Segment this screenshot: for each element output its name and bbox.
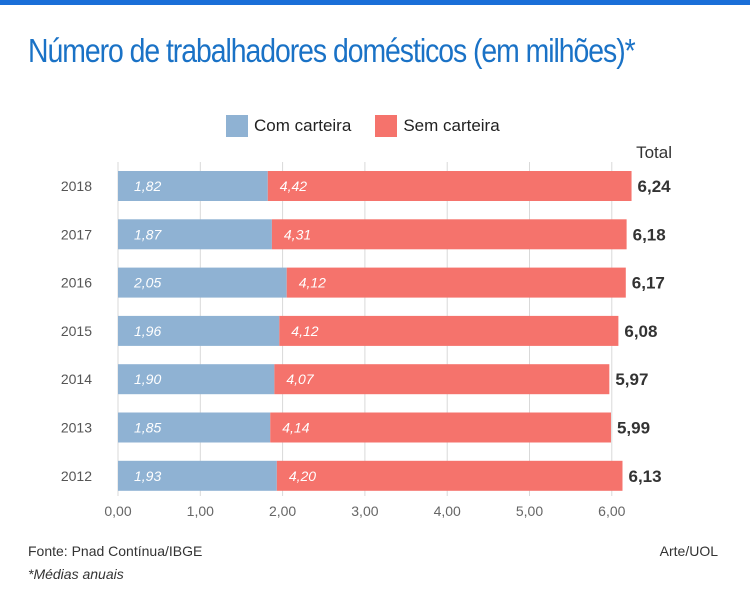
bar-com-carteira (118, 171, 268, 201)
bar-sem-carteira (286, 267, 626, 298)
legend-item-sem-carteira: Sem carteira (375, 115, 500, 137)
category-label: 2012 (61, 468, 92, 484)
x-tick-label: 0,00 (104, 503, 131, 519)
footnote: *Médias anuais (28, 566, 124, 582)
credit: Arte/UOL (659, 543, 718, 559)
category-label: 2014 (61, 371, 92, 387)
x-tick-label: 2,00 (269, 503, 296, 519)
data-label-com-carteira: 1,90 (134, 371, 161, 387)
total-label: 6,13 (628, 467, 661, 486)
data-label-com-carteira: 1,87 (134, 226, 162, 242)
bar-com-carteira (118, 315, 280, 346)
total-label: 6,08 (624, 322, 657, 341)
legend-swatch-sem-carteira (375, 115, 398, 137)
category-label: 2017 (61, 226, 92, 242)
data-label-sem-carteira: 4,12 (291, 323, 318, 339)
bar-com-carteira (118, 412, 271, 443)
data-label-sem-carteira: 4,20 (289, 468, 316, 484)
data-label-com-carteira: 1,82 (134, 178, 161, 194)
x-tick-label: 3,00 (351, 503, 378, 519)
x-tick-label: 4,00 (434, 503, 461, 519)
bar-com-carteira (118, 364, 275, 395)
legend-label-sem-carteira: Sem carteira (403, 116, 500, 135)
bar-sem-carteira (267, 171, 632, 201)
bar-com-carteira (118, 460, 277, 491)
category-label: 2016 (61, 275, 92, 291)
total-label: 6,24 (638, 177, 672, 196)
total-header: Total (636, 143, 672, 162)
data-label-sem-carteira: 4,14 (282, 420, 309, 436)
data-label-sem-carteira: 4,07 (286, 371, 314, 387)
bar-sem-carteira (279, 315, 619, 346)
data-label-sem-carteira: 4,42 (280, 178, 307, 194)
data-label-com-carteira: 2,05 (133, 275, 161, 291)
bar-sem-carteira (276, 460, 623, 491)
category-label: 2018 (61, 178, 92, 194)
bar-com-carteira (118, 267, 287, 298)
legend: Com carteira Sem carteira (226, 114, 524, 138)
total-label: 5,99 (617, 419, 650, 438)
data-label-com-carteira: 1,85 (134, 420, 161, 436)
source-note: Fonte: Pnad Contínua/IBGE (28, 543, 203, 559)
bar-sem-carteira (271, 219, 627, 250)
total-label: 6,18 (633, 225, 666, 244)
top-accent-bar (0, 0, 750, 5)
category-label: 2013 (61, 420, 92, 436)
chart-title: Número de trabalhadores domésticos (em m… (28, 32, 636, 69)
total-label: 5,97 (615, 370, 648, 389)
x-tick-label: 5,00 (516, 503, 543, 519)
category-label: 2015 (61, 323, 92, 339)
x-tick-label: 1,00 (187, 503, 214, 519)
legend-label-com-carteira: Com carteira (254, 116, 352, 135)
legend-swatch-com-carteira (226, 115, 248, 137)
total-label: 6,17 (632, 274, 665, 293)
data-label-com-carteira: 1,96 (134, 323, 161, 339)
data-label-sem-carteira: 4,12 (299, 275, 326, 291)
bar-sem-carteira (274, 364, 610, 395)
bar-com-carteira (118, 219, 272, 250)
data-label-sem-carteira: 4,31 (284, 226, 311, 242)
x-tick-label: 6,00 (598, 503, 625, 519)
legend-item-com-carteira: Com carteira (226, 115, 351, 137)
bar-sem-carteira (270, 412, 611, 443)
data-label-com-carteira: 1,93 (134, 468, 161, 484)
